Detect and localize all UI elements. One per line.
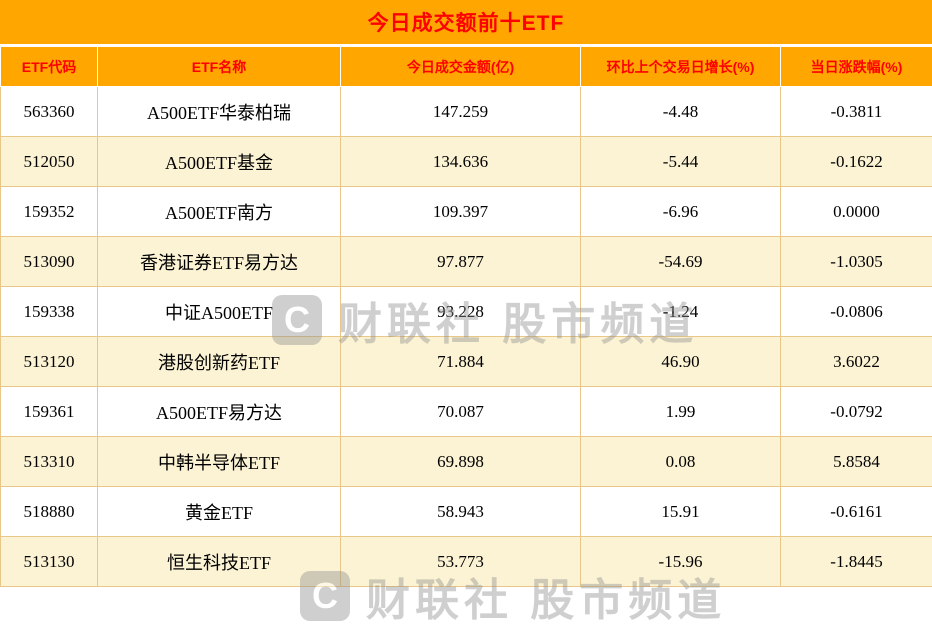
- cell-growth: -5.44: [581, 137, 781, 187]
- cell-etf-name: 港股创新药ETF: [98, 337, 341, 387]
- cell-etf-code: 512050: [1, 137, 98, 187]
- cell-turnover: 70.087: [341, 387, 581, 437]
- cell-etf-code: 159361: [1, 387, 98, 437]
- cell-growth: -15.96: [581, 537, 781, 587]
- cell-change: -0.1622: [781, 137, 932, 187]
- cell-etf-name: 中证A500ETF: [98, 287, 341, 337]
- cell-change: -1.8445: [781, 537, 932, 587]
- cell-etf-name: A500ETF基金: [98, 137, 341, 187]
- cell-turnover: 53.773: [341, 537, 581, 587]
- cell-etf-name: A500ETF易方达: [98, 387, 341, 437]
- cell-turnover: 97.877: [341, 237, 581, 287]
- cell-etf-code: 518880: [1, 487, 98, 537]
- cell-etf-name: A500ETF南方: [98, 187, 341, 237]
- cell-growth: 1.99: [581, 387, 781, 437]
- page-title: 今日成交额前十ETF: [0, 0, 932, 46]
- cell-etf-code: 513120: [1, 337, 98, 387]
- cell-etf-code: 513130: [1, 537, 98, 587]
- cell-change: 5.8584: [781, 437, 932, 487]
- cell-change: -0.6161: [781, 487, 932, 537]
- col-header-growth: 环比上个交易日增长(%): [581, 47, 781, 87]
- cell-growth: 0.08: [581, 437, 781, 487]
- cell-etf-code: 159352: [1, 187, 98, 237]
- cell-turnover: 58.943: [341, 487, 581, 537]
- cell-change: 3.6022: [781, 337, 932, 387]
- cell-etf-name: 香港证券ETF易方达: [98, 237, 341, 287]
- cell-etf-code: 563360: [1, 87, 98, 137]
- cell-turnover: 134.636: [341, 137, 581, 187]
- cell-etf-code: 513310: [1, 437, 98, 487]
- cell-turnover: 93.228: [341, 287, 581, 337]
- col-header-etf-name: ETF名称: [98, 47, 341, 87]
- cell-growth: -1.24: [581, 287, 781, 337]
- cell-change: -0.0792: [781, 387, 932, 437]
- cell-change: -1.0305: [781, 237, 932, 287]
- cell-etf-name: 中韩半导体ETF: [98, 437, 341, 487]
- cell-change: -0.3811: [781, 87, 932, 137]
- cell-growth: 15.91: [581, 487, 781, 537]
- col-header-change: 当日涨跌幅(%): [781, 47, 932, 87]
- cell-etf-code: 159338: [1, 287, 98, 337]
- cell-turnover: 69.898: [341, 437, 581, 487]
- col-header-etf-code: ETF代码: [1, 47, 98, 87]
- cell-etf-name: A500ETF华泰柏瑞: [98, 87, 341, 137]
- cell-etf-name: 黄金ETF: [98, 487, 341, 537]
- cell-etf-name: 恒生科技ETF: [98, 537, 341, 587]
- cell-change: 0.0000: [781, 187, 932, 237]
- cell-growth: -54.69: [581, 237, 781, 287]
- cell-growth: -4.48: [581, 87, 781, 137]
- cell-change: -0.0806: [781, 287, 932, 337]
- cell-turnover: 109.397: [341, 187, 581, 237]
- cell-growth: 46.90: [581, 337, 781, 387]
- cell-etf-code: 513090: [1, 237, 98, 287]
- cell-growth: -6.96: [581, 187, 781, 237]
- cell-turnover: 71.884: [341, 337, 581, 387]
- cell-turnover: 147.259: [341, 87, 581, 137]
- col-header-turnover: 今日成交金额(亿): [341, 47, 581, 87]
